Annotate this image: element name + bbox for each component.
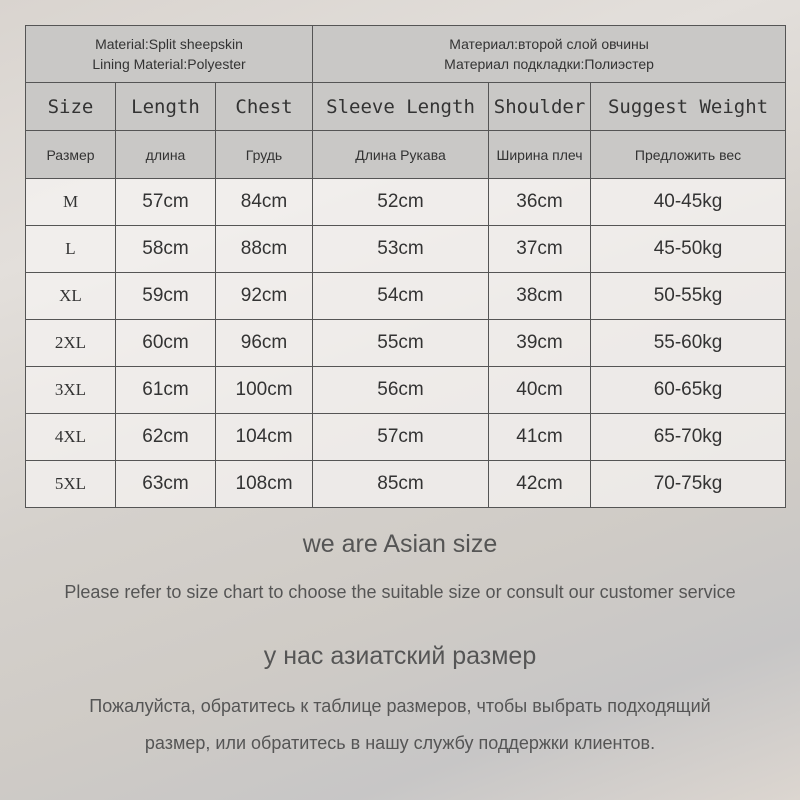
size-cell: M xyxy=(25,178,116,226)
header-en-cell: Shoulder xyxy=(488,82,592,131)
value-cell: 57cm xyxy=(312,413,490,461)
material-ru-line: Материал:второй слой овчины xyxy=(449,36,649,52)
value-cell: 55cm xyxy=(312,319,490,367)
value-cell: 50-55kg xyxy=(590,272,787,320)
header-ru-cell: длина xyxy=(115,130,216,179)
table-row: 3XL 61cm 100cm 56cm 40cm 60-65kg xyxy=(25,366,787,414)
value-cell: 108cm xyxy=(214,460,314,508)
header-en-cell: Sleeve Length xyxy=(312,82,490,131)
header-ru-cell: Длина Рукава xyxy=(312,130,490,179)
value-cell: 60-65kg xyxy=(590,366,787,414)
header-ru-cell: Предложить вес xyxy=(590,130,787,179)
value-cell: 53cm xyxy=(312,225,490,273)
header-row-ru: Размер длина Грудь Длина Рукава Ширина плеч П… xyxy=(25,130,787,179)
value-cell: 45-50kg xyxy=(590,225,787,273)
asian-size-heading-ru: у нас азиатский размер xyxy=(263,642,537,670)
value-cell: 104cm xyxy=(214,413,314,461)
value-cell: 56cm xyxy=(312,366,490,414)
size-cell: 5XL xyxy=(25,460,116,508)
size-cell: 3XL xyxy=(25,366,116,414)
value-cell: 59cm xyxy=(115,272,216,320)
value-cell: 58cm xyxy=(115,225,216,273)
value-cell: 63cm xyxy=(115,460,216,508)
material-en-line: Material:Split sheepskin xyxy=(95,36,243,52)
header-ru-cell: Размер xyxy=(25,130,116,179)
value-cell: 85cm xyxy=(312,460,490,508)
size-cell: 4XL xyxy=(25,413,116,461)
value-cell: 40cm xyxy=(488,366,592,414)
asian-size-heading: we are Asian size xyxy=(302,530,498,558)
refer-note-ru-1: Пожалуйста, обратитесь к таблице размеро… xyxy=(89,696,711,716)
header-ru-cell: Грудь xyxy=(214,130,314,179)
value-cell: 96cm xyxy=(214,319,314,367)
material-en: Material:Split sheepskin Lining Material:… xyxy=(24,25,314,83)
value-cell: 57cm xyxy=(115,178,216,226)
value-cell: 65-70kg xyxy=(590,413,787,461)
value-cell: 55-60kg xyxy=(590,319,787,367)
value-cell: 84cm xyxy=(214,178,314,226)
lining-en-line: Lining Material:Polyester xyxy=(92,56,246,72)
header-en-cell: Length xyxy=(115,82,216,131)
size-cell: L xyxy=(25,225,116,273)
table-row: M 57cm 84cm 52cm 36cm 40-45kg xyxy=(25,178,787,226)
table-row: 5XL 63cm 108cm 85cm 42cm 70-75kg xyxy=(25,460,787,508)
table-row: 2XL 60cm 96cm 55cm 39cm 55-60kg xyxy=(25,319,787,367)
value-cell: 62cm xyxy=(115,413,216,461)
size-cell: XL xyxy=(25,272,116,320)
value-cell: 92cm xyxy=(214,272,314,320)
table-row: XL 59cm 92cm 54cm 38cm 50-55kg xyxy=(25,272,787,320)
size-cell: 2XL xyxy=(25,319,116,367)
header-row-en: Size Length Chest Sleeve Length Shoulder Sugg… xyxy=(25,82,787,131)
lining-ru-line: Материал подкладки:Полиэстер xyxy=(444,56,654,72)
size-chart-table: Material:Split sheepskin Lining Material:… xyxy=(24,25,787,508)
value-cell: 70-75kg xyxy=(590,460,787,508)
header-en-cell: Size xyxy=(25,82,116,131)
value-cell: 42cm xyxy=(488,460,592,508)
value-cell: 38cm xyxy=(488,272,592,320)
value-cell: 88cm xyxy=(214,225,314,273)
refer-note-ru-2: размер, или обратитесь в нашу службу под… xyxy=(144,733,656,753)
value-cell: 40-45kg xyxy=(590,178,787,226)
value-cell: 39cm xyxy=(488,319,592,367)
refer-note-en: Please refer to size chart to choose the… xyxy=(64,582,736,602)
value-cell: 36cm xyxy=(488,178,592,226)
header-ru-cell: Ширина плеч xyxy=(488,130,592,179)
value-cell: 61cm xyxy=(115,366,216,414)
value-cell: 37cm xyxy=(488,225,592,273)
header-en-cell: Chest xyxy=(214,82,314,131)
value-cell: 54cm xyxy=(312,272,490,320)
value-cell: 100cm xyxy=(214,366,314,414)
value-cell: 60cm xyxy=(115,319,216,367)
header-en-cell: Suggest Weight xyxy=(590,82,787,131)
material-row: Material:Split sheepskin Lining Material:… xyxy=(24,25,787,83)
value-cell: 41cm xyxy=(488,413,592,461)
value-cell: 52cm xyxy=(312,178,490,226)
table-row: L 58cm 88cm 53cm 37cm 45-50kg xyxy=(25,225,787,273)
material-ru: Материал:второй слой овчины Материал подк… xyxy=(312,25,787,83)
table-row: 4XL 62cm 104cm 57cm 41cm 65-70kg xyxy=(25,413,787,461)
